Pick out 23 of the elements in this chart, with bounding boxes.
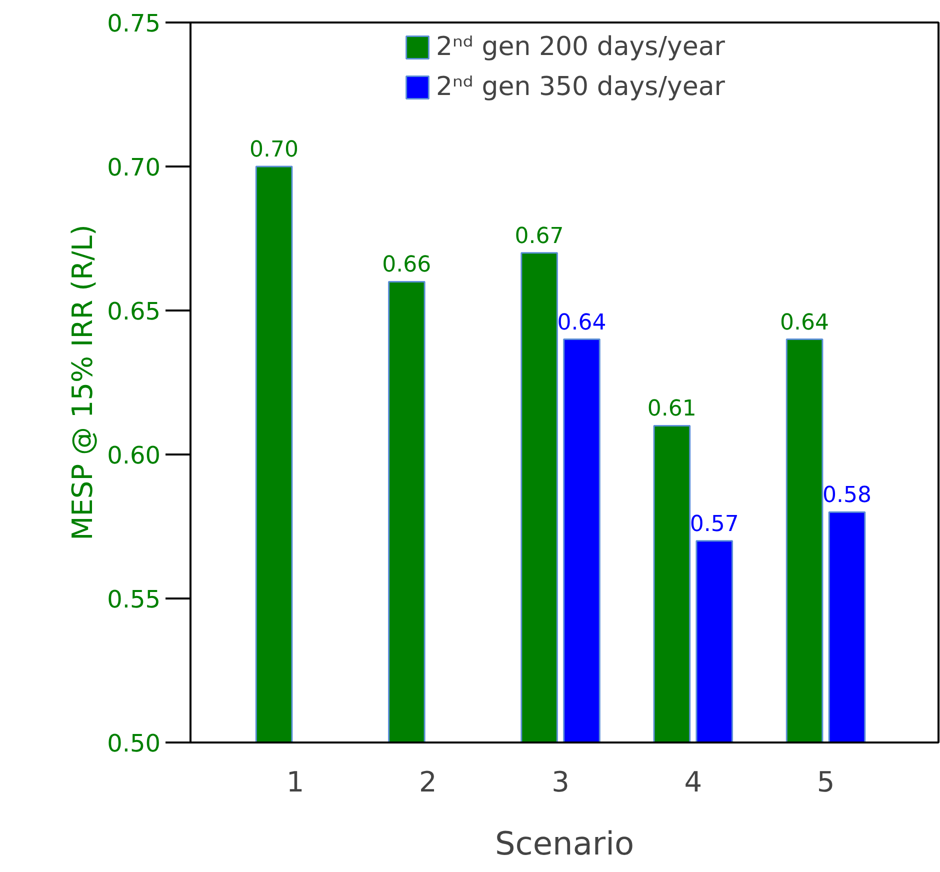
x-tick-label: 3 [552, 766, 570, 798]
legend-label: 2ⁿᵈ gen 350 days/year [436, 72, 725, 102]
y-tick-label: 0.50 [107, 730, 160, 758]
x-tick-label: 2 [418, 766, 437, 798]
data-label: 0.58 [822, 483, 872, 508]
x-tick-label: 5 [816, 766, 835, 798]
data-label: 0.64 [780, 310, 830, 336]
data-label: 0.61 [647, 396, 696, 422]
y-tick-label: 0.70 [107, 154, 160, 182]
data-label: 0.64 [557, 310, 606, 336]
y-tick-label: 0.65 [107, 298, 160, 326]
x-axis-title: Scenario [494, 824, 634, 862]
y-tick-label: 0.60 [107, 442, 160, 470]
x-tick-label: 1 [286, 766, 304, 798]
y-tick-label: 0.75 [107, 10, 160, 38]
data-label: 0.67 [514, 224, 564, 249]
data-label: 0.66 [382, 252, 432, 278]
data-label: 0.70 [250, 138, 299, 162]
data-label: 0.57 [690, 512, 739, 537]
x-tick-label: 4 [684, 766, 702, 798]
y-tick-label: 0.55 [107, 586, 160, 614]
y-axis-title: MESP @ 15% IRR (R/L) [66, 224, 100, 540]
legend-label: 2ⁿᵈ gen 200 days/year [436, 32, 725, 62]
